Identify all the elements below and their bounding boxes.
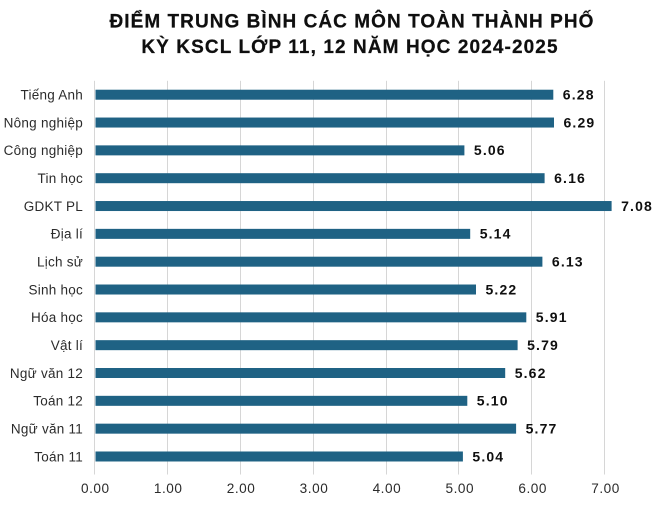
svg-text:Tiếng Anh: Tiếng Anh bbox=[20, 88, 83, 103]
svg-text:5.22: 5.22 bbox=[486, 281, 518, 297]
svg-text:5.77: 5.77 bbox=[526, 420, 558, 436]
svg-text:6.13: 6.13 bbox=[552, 253, 584, 269]
svg-text:Vật lí: Vật lí bbox=[51, 338, 83, 353]
svg-text:5.04: 5.04 bbox=[472, 448, 504, 464]
svg-text:Toán 11: Toán 11 bbox=[34, 449, 83, 464]
svg-text:7.00: 7.00 bbox=[591, 481, 620, 496]
svg-text:5.06: 5.06 bbox=[474, 142, 506, 158]
svg-text:Nông nghiệp: Nông nghiệp bbox=[4, 115, 83, 130]
svg-text:6.16: 6.16 bbox=[554, 170, 586, 186]
svg-text:Lịch sử: Lịch sử bbox=[37, 254, 83, 269]
svg-text:Địa lí: Địa lí bbox=[51, 227, 83, 242]
svg-text:6.29: 6.29 bbox=[564, 114, 596, 130]
svg-text:KỲ KSCL LỚP 11, 12 NĂM HỌC 202: KỲ KSCL LỚP 11, 12 NĂM HỌC 2024-2025 bbox=[141, 36, 558, 58]
svg-text:5.62: 5.62 bbox=[515, 365, 547, 381]
svg-text:Ngữ văn 12: Ngữ văn 12 bbox=[10, 366, 83, 381]
svg-text:GDKT PL: GDKT PL bbox=[24, 199, 84, 214]
svg-text:1.00: 1.00 bbox=[154, 481, 183, 496]
svg-text:5.79: 5.79 bbox=[527, 337, 559, 353]
svg-text:Hóa học: Hóa học bbox=[31, 310, 83, 325]
svg-text:Toán 12: Toán 12 bbox=[33, 394, 83, 409]
svg-text:4.00: 4.00 bbox=[373, 481, 402, 496]
svg-text:5.91: 5.91 bbox=[536, 309, 568, 325]
svg-text:0.00: 0.00 bbox=[81, 481, 110, 496]
svg-text:5.14: 5.14 bbox=[480, 226, 512, 242]
svg-text:Sinh học: Sinh học bbox=[28, 282, 83, 297]
svg-text:Tin học: Tin học bbox=[37, 171, 83, 186]
svg-text:6.00: 6.00 bbox=[518, 481, 547, 496]
svg-text:Công nghiệp: Công nghiệp bbox=[4, 143, 83, 158]
svg-text:5.10: 5.10 bbox=[477, 393, 509, 409]
svg-text:5.00: 5.00 bbox=[445, 481, 474, 496]
svg-text:6.28: 6.28 bbox=[563, 87, 595, 103]
svg-text:3.00: 3.00 bbox=[300, 481, 329, 496]
svg-text:Ngữ văn 11: Ngữ văn 11 bbox=[11, 421, 83, 436]
svg-text:2.00: 2.00 bbox=[227, 481, 256, 496]
svg-text:ĐIỂM TRUNG BÌNH CÁC MÔN TOÀN T: ĐIỂM TRUNG BÌNH CÁC MÔN TOÀN THÀNH PHỐ bbox=[110, 10, 595, 32]
svg-text:7.08: 7.08 bbox=[621, 198, 653, 214]
